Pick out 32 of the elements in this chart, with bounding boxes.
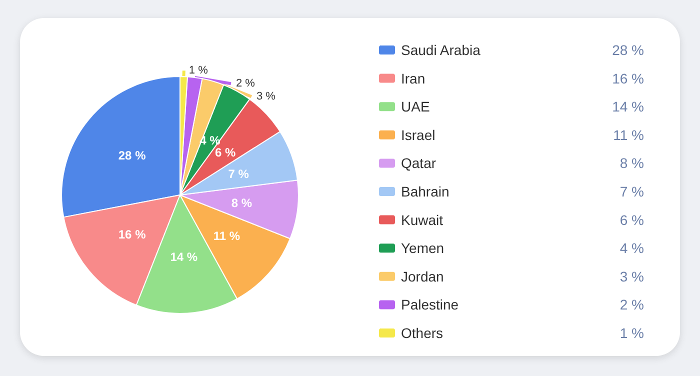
legend-label: Kuwait	[401, 212, 444, 228]
legend-label: Bahrain	[401, 184, 450, 200]
text: 14 %	[612, 98, 644, 115]
legend-label: UAE	[401, 98, 430, 115]
text: 4 %	[620, 240, 644, 256]
data-label: 8 %	[231, 196, 252, 210]
text: 16 %	[612, 70, 644, 86]
data-label: 16 %	[118, 228, 146, 242]
legend-label: Israel	[401, 126, 436, 143]
legend-label: Others	[401, 325, 444, 341]
text: 2 %	[620, 296, 644, 313]
data-label: 1 %	[188, 64, 208, 77]
legend-label: Palestine	[401, 296, 459, 313]
text: 3 %	[620, 268, 644, 284]
text: 28 %	[612, 42, 644, 58]
data-label: 28 %	[118, 148, 146, 162]
text: 7 %	[620, 184, 644, 200]
data-label: 7 %	[228, 166, 250, 181]
text: 1 %	[620, 325, 644, 341]
legend-label: Iran	[401, 70, 426, 86]
text: 6 %	[620, 212, 644, 228]
data-label: 6 %	[215, 145, 236, 160]
data-label: 11 %	[213, 229, 240, 244]
legend-label: Yemen	[401, 240, 444, 256]
legend-label: Jordan	[401, 268, 444, 284]
data-label: 2 %	[236, 78, 256, 90]
text: 11 %	[613, 126, 644, 143]
data-label: 14 %	[170, 250, 198, 264]
legend-label: Saudi Arabia	[401, 42, 481, 58]
text: 8 %	[620, 155, 644, 172]
data-label: 3 %	[256, 90, 276, 103]
legend-label: Qatar	[401, 155, 436, 172]
